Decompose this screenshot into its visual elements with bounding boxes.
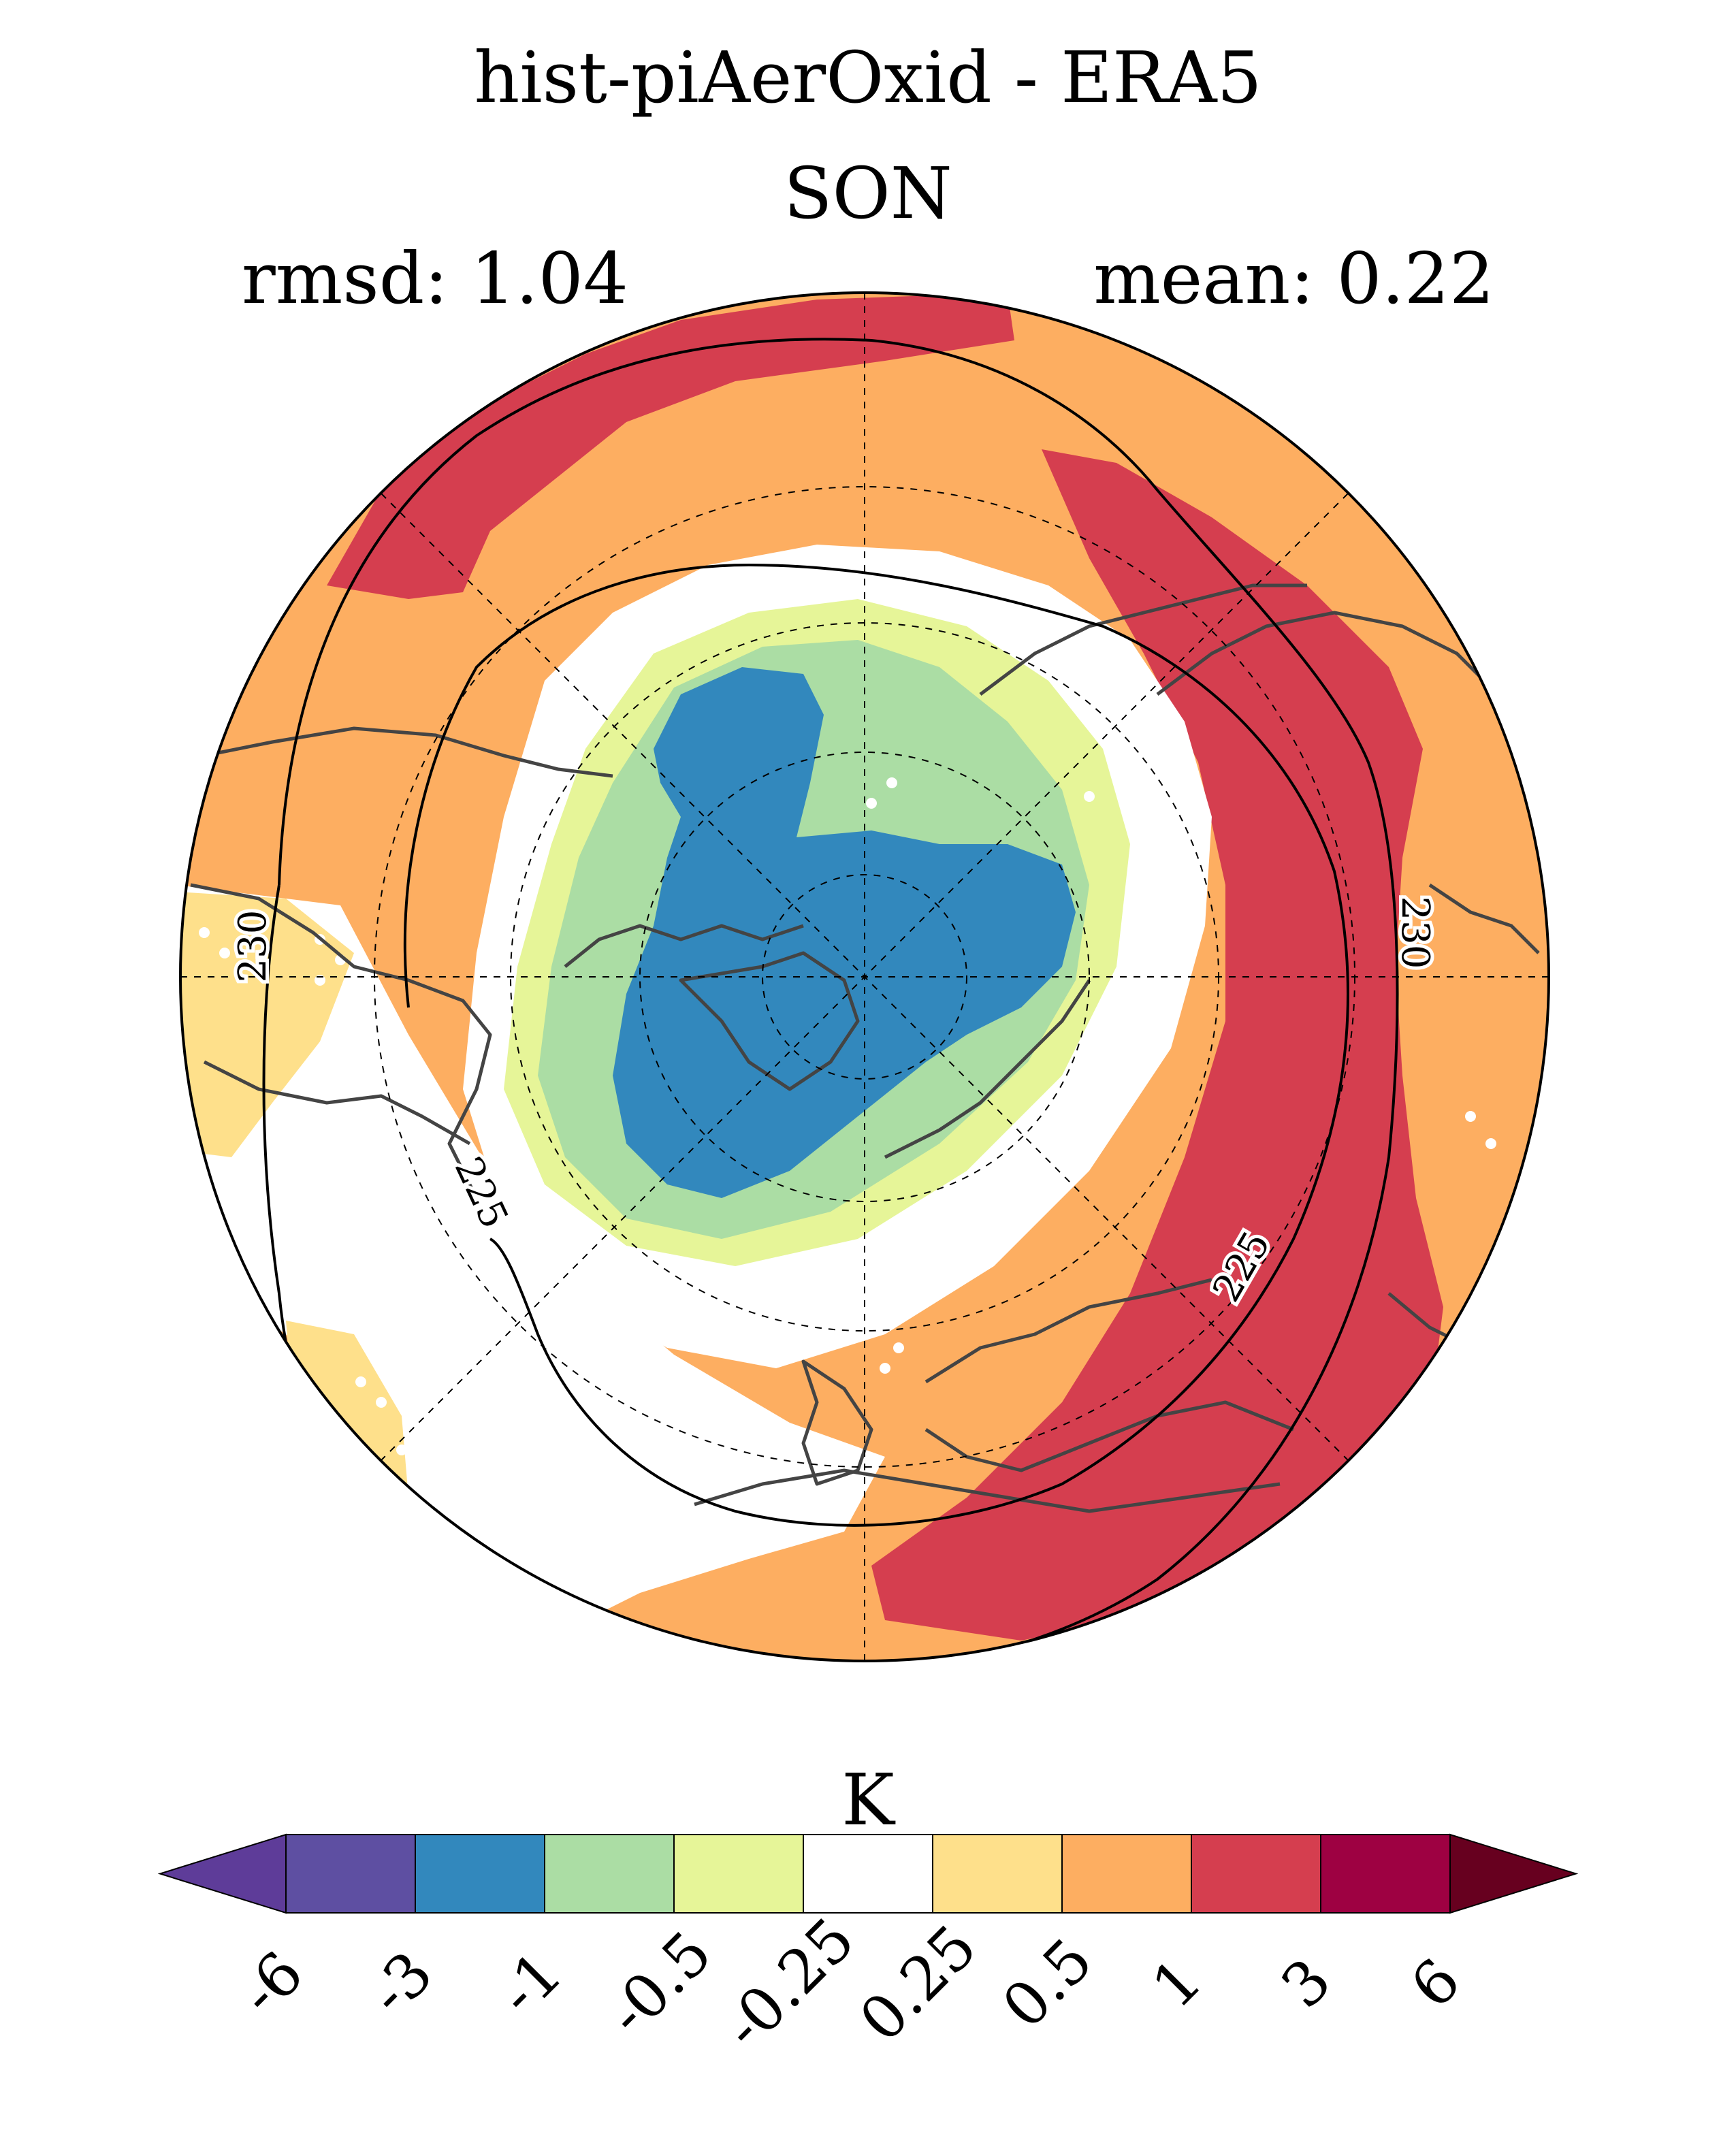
colorbar-tick-label: -0.25: [709, 1904, 867, 2062]
colorbar-box: [673, 1834, 804, 1914]
field-blue-core: [613, 667, 1076, 1198]
field-red-upper-left: [327, 293, 1014, 599]
contour-label-left: 230: [231, 910, 275, 983]
polar-map: 230 230 225 225: [179, 291, 1550, 1662]
colorbar-tick-label: 0.5: [989, 1925, 1106, 2042]
colorbar-box: [544, 1834, 675, 1914]
coastlines: [190, 583, 1540, 1513]
colorbar-box: [1320, 1834, 1451, 1914]
contour-225: [403, 563, 1349, 1527]
colorbar-box: [285, 1834, 416, 1914]
colorbar-box: [1191, 1834, 1321, 1914]
field-white-lower-left: [180, 885, 885, 1634]
colorbar-tick-label: -0.5: [594, 1918, 725, 2049]
colorbar-box: [803, 1834, 933, 1914]
season-label: SON: [784, 152, 952, 235]
mean-label: mean: 0.22: [1093, 237, 1494, 320]
colorbar-tick-label: 3: [1268, 1945, 1344, 2021]
contour-230: [278, 338, 1399, 1661]
rmsd-label: rmsd: 1.04: [242, 237, 628, 320]
colorbar-segments: [157, 1833, 1579, 1914]
colorbar-tick-label: 6: [1397, 1945, 1473, 2021]
colorbar-unit-label: K: [841, 1758, 896, 1841]
field-red-right-band: [871, 449, 1443, 1641]
colorbar-tick-label: -6: [226, 1938, 317, 2029]
colorbar-tick-label: -1: [485, 1938, 575, 2029]
colorbar: K -6 -3 -1 -0.5-0.250.250.5 1 3 6: [157, 1758, 1579, 2063]
contour-label-right: 230: [1393, 897, 1437, 969]
figure-title: hist-piAerOxid - ERA5: [474, 36, 1261, 119]
colorbar-extend-low: [157, 1833, 287, 1914]
map-border: [179, 291, 1550, 1662]
colorbar-tick-labels: -6 -3 -1 -0.5-0.250.250.5 1 3 6: [226, 1904, 1474, 2062]
colorbar-box: [415, 1834, 545, 1914]
colorbar-extend-high: [1449, 1833, 1579, 1914]
colorbar-box: [932, 1834, 1063, 1914]
colorbar-tick-label: 0.25: [846, 1911, 990, 2055]
colorbar-tick-label: -3: [355, 1938, 446, 2029]
graticule: [180, 293, 1549, 1661]
colorbar-tick-label: 1: [1138, 1945, 1215, 2021]
colorbar-box: [1061, 1834, 1192, 1914]
